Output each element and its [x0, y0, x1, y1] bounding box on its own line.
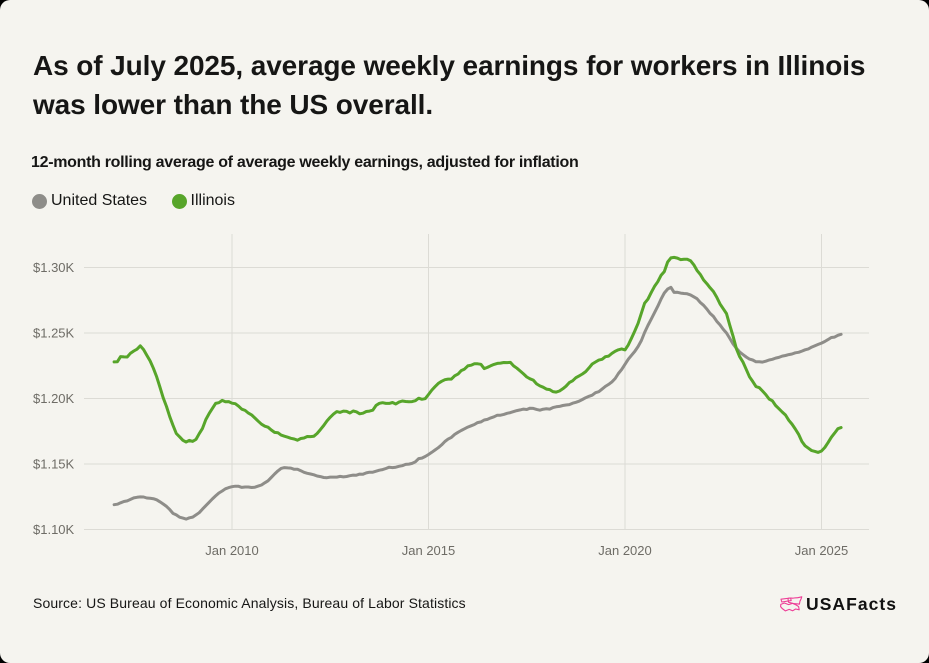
svg-text:Jan 2020: Jan 2020	[598, 543, 652, 558]
svg-text:Jan 2025: Jan 2025	[795, 543, 849, 558]
svg-text:Jan 2015: Jan 2015	[402, 543, 456, 558]
svg-text:$1.30K: $1.30K	[33, 260, 75, 275]
svg-text:$1.20K: $1.20K	[33, 391, 75, 406]
svg-text:$1.10K: $1.10K	[33, 522, 75, 537]
svg-text:Jan 2010: Jan 2010	[205, 543, 259, 558]
svg-text:$1.25K: $1.25K	[33, 326, 75, 341]
svg-text:$1.15K: $1.15K	[33, 457, 75, 472]
